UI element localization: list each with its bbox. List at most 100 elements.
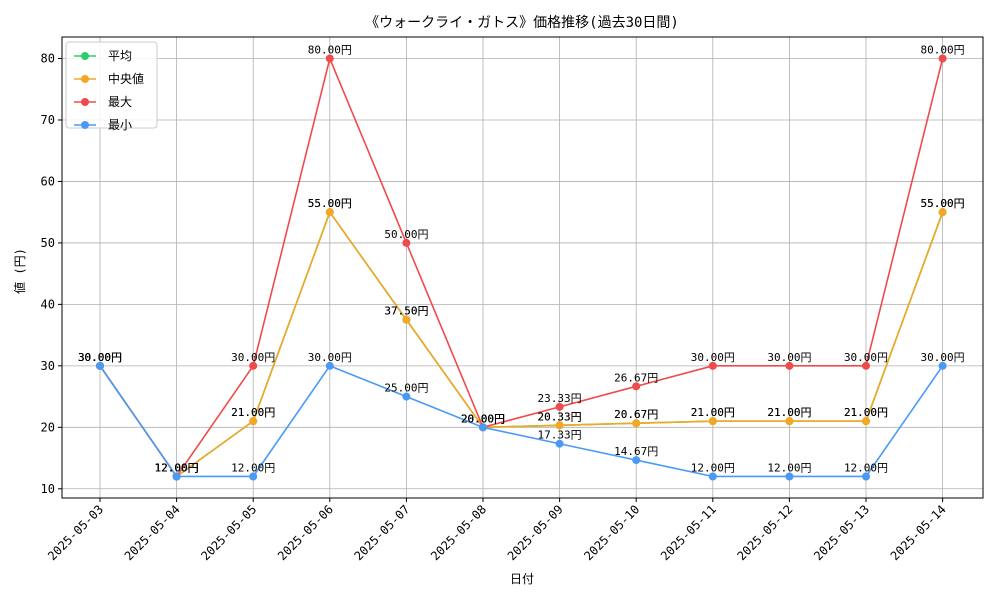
data-point	[632, 456, 641, 465]
series-line-2	[99, 210, 944, 478]
data-label: 20.33円	[538, 410, 582, 423]
data-label: 12.00円	[155, 461, 199, 474]
data-point	[862, 361, 870, 370]
data-label: 80.00円	[921, 44, 965, 57]
data-point	[172, 472, 181, 481]
data-label: 21.00円	[844, 406, 888, 419]
data-label: 26.67円	[614, 371, 658, 384]
data-label: 80.00円	[308, 44, 352, 57]
data-label: 30.00円	[231, 351, 275, 364]
x-tick-label: 2025-05-06	[275, 502, 336, 563]
data-label: 21.00円	[231, 406, 275, 419]
x-tick-label: 2025-05-11	[658, 502, 719, 563]
data-label: 20.67円	[614, 408, 658, 421]
legend-label: 最小	[108, 118, 132, 132]
legend-marker	[81, 121, 89, 129]
legend-marker	[81, 75, 89, 83]
legend-marker	[81, 98, 89, 106]
x-tick-label: 2025-05-10	[581, 502, 642, 563]
data-label: 21.00円	[691, 406, 735, 419]
data-label: 21.00円	[767, 406, 811, 419]
data-label: 20.00円	[461, 412, 505, 425]
data-point	[325, 361, 334, 370]
x-tick-label: 2025-05-12	[735, 502, 796, 563]
y-tick-label: 30	[41, 359, 55, 373]
data-point	[96, 361, 104, 370]
data-label: 14.67円	[614, 445, 658, 458]
data-point	[249, 472, 258, 481]
data-point	[402, 315, 411, 324]
data-label: 12.00円	[691, 461, 735, 474]
x-tick-label: 2025-05-05	[198, 502, 259, 563]
y-tick-label: 10	[41, 482, 55, 496]
data-label: 55.00円	[921, 197, 965, 210]
y-axis-title: 値 (円)	[12, 248, 27, 294]
legend-label: 最大	[108, 95, 132, 109]
x-tick-label: 2025-05-07	[352, 502, 413, 563]
y-tick-label: 60	[41, 174, 55, 188]
data-point	[325, 54, 334, 63]
data-point	[938, 54, 947, 63]
data-label: 30.00円	[921, 351, 965, 364]
data-point	[862, 472, 870, 481]
data-point	[479, 423, 487, 432]
data-label: 17.33円	[538, 429, 582, 442]
data-label: 30.00円	[78, 351, 122, 364]
data-point	[249, 361, 258, 370]
data-label: 30.00円	[78, 351, 122, 364]
plot-frame	[61, 36, 984, 499]
data-point	[249, 417, 258, 426]
data-point	[785, 472, 794, 481]
data-label: 30.00円	[844, 351, 888, 364]
data-label: 30.00円	[78, 351, 122, 364]
legend-label: 中央値	[108, 71, 144, 86]
data-label: 55.00円	[308, 197, 352, 210]
data-point	[555, 439, 564, 448]
data-label: 55.00円	[308, 197, 352, 210]
data-point	[708, 472, 717, 481]
data-point	[862, 417, 870, 426]
data-point	[402, 238, 411, 247]
data-label: 30.00円	[308, 351, 352, 364]
data-point	[555, 402, 564, 411]
data-point	[402, 392, 411, 401]
data-label: 30.00円	[767, 351, 811, 364]
data-label: 37.50円	[384, 305, 428, 318]
data-label: 12.00円	[155, 461, 199, 474]
data-label: 20.33円	[538, 410, 582, 423]
data-point	[632, 382, 641, 391]
data-label: 25.00円	[384, 382, 428, 395]
data-label: 50.00円	[384, 228, 428, 241]
data-labels: 30.00円 12.00円 21.00円 55.00円 37.50円 20.00円 20.3…	[78, 44, 965, 475]
legend-marker	[81, 52, 89, 60]
x-tick-label: 2025-05-14	[888, 502, 949, 563]
data-point	[325, 208, 334, 217]
x-tick-label: 2025-05-03	[45, 502, 106, 563]
data-label: 12.00円	[155, 461, 199, 474]
data-label: 21.00円	[844, 406, 888, 419]
y-tick-label: 40	[41, 297, 55, 311]
data-point	[785, 417, 794, 426]
legend-label: 平均	[108, 49, 132, 63]
x-tick-label: 2025-05-08	[428, 502, 489, 563]
series-line-1	[99, 210, 944, 478]
x-axis-title: 日付	[510, 572, 534, 586]
data-label: 12.00円	[231, 461, 275, 474]
series-line-4	[99, 364, 944, 478]
data-label: 20.00円	[461, 412, 505, 425]
x-tick-label: 2025-05-04	[122, 502, 183, 563]
grid	[62, 37, 983, 498]
data-point	[938, 361, 947, 370]
series-line-3	[99, 55, 944, 478]
data-label: 30.00円	[691, 351, 735, 364]
legend-box	[65, 41, 158, 129]
data-point	[938, 208, 947, 217]
data-label: 20.00円	[461, 412, 505, 425]
data-label: 21.00円	[767, 406, 811, 419]
y-tick-label: 20	[41, 420, 55, 434]
data-label: 55.00円	[921, 197, 965, 210]
data-label: 12.00円	[767, 461, 811, 474]
data-label: 30.00円	[78, 351, 122, 364]
